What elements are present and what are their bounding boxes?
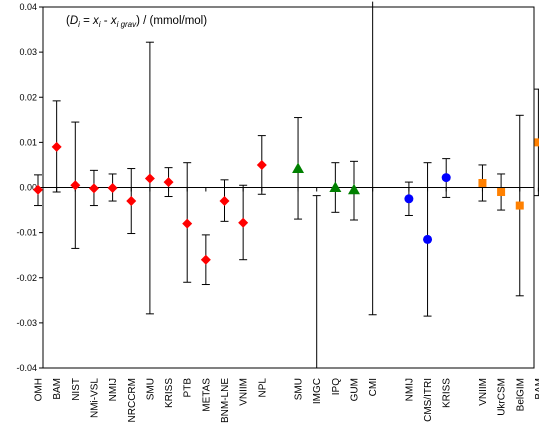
- data-point-circle: [404, 194, 414, 204]
- data-point-diamond: [200, 254, 211, 265]
- y-tick-label: 0.02: [19, 92, 37, 102]
- category-label: BelGIM: [515, 378, 526, 411]
- category-label: NMi-VSL: [89, 378, 100, 418]
- category-label: METAS: [201, 378, 212, 412]
- data-point-square: [497, 188, 506, 197]
- category-label: BNM-LNE: [220, 378, 231, 423]
- category-label: UkrCSM: [497, 378, 508, 416]
- y-tick-label: 0.03: [19, 47, 37, 57]
- category-label: KRISS: [442, 378, 453, 408]
- chart-marks: [33, 1, 539, 368]
- category-labels: OMH BAM NIST NMi-VSL NMIJ NRCCRM SMU KRISS PTB ME…: [34, 378, 539, 423]
- data-point-circle: [423, 234, 433, 244]
- data-point-triangle: [292, 162, 305, 174]
- category-label: NPL: [257, 378, 268, 398]
- data-point-diamond: [163, 177, 174, 188]
- data-point-diamond: [182, 218, 193, 229]
- data-point-diamond: [144, 173, 155, 184]
- category-label: SMU: [145, 378, 156, 400]
- category-label: NRCCRM: [127, 378, 138, 422]
- category-label: PTB: [183, 378, 194, 398]
- data-point-square: [515, 201, 524, 210]
- category-label: CMS/ITRI: [423, 378, 434, 422]
- data-point-triangle: [348, 183, 360, 195]
- category-label: NMIJ: [108, 378, 119, 401]
- category-label: IMGC: [312, 378, 323, 404]
- category-label: VNIIM: [239, 378, 250, 406]
- data-point-triangle: [329, 181, 342, 192]
- data-point-diamond: [238, 217, 249, 228]
- y-tick-label: 0.01: [19, 137, 37, 147]
- category-label: NIST: [71, 378, 82, 401]
- y-tick-label: 0.00: [19, 183, 37, 193]
- data-point-diamond: [88, 183, 99, 194]
- data-point-square: [534, 138, 539, 147]
- data-point-diamond: [107, 182, 118, 193]
- category-label: SMU: [294, 378, 305, 400]
- data-point-square: [478, 178, 487, 187]
- data-point-diamond: [256, 159, 267, 170]
- data-point-diamond: [219, 196, 230, 207]
- data-point-diamond: [51, 141, 62, 152]
- category-label: IPQ: [331, 378, 342, 395]
- category-label: CMI: [368, 378, 379, 396]
- category-label: KRISS: [164, 378, 175, 408]
- y-tick-label: -0.01: [16, 228, 37, 238]
- y-axis-title: (Di = xi - xi grav) / (mmol/mol): [66, 15, 207, 29]
- y-axis: -0.04 -0.03 -0.02 -0.01 0.00 0.01 0.02 0.03 0.04: [16, 2, 43, 373]
- category-label: OMH: [34, 378, 45, 401]
- data-point-diamond: [33, 184, 43, 195]
- data-point-diamond: [126, 196, 137, 207]
- y-tick-label: 0.04: [19, 2, 37, 12]
- data-point-diamond: [70, 180, 81, 191]
- y-tick-label: -0.02: [16, 273, 37, 283]
- category-label: VNIIM: [478, 378, 489, 406]
- y-tick-label: -0.04: [16, 363, 37, 373]
- category-label: NMIJ: [404, 378, 415, 401]
- data-point-circle: [441, 173, 451, 183]
- category-label: BAM: [534, 378, 539, 400]
- category-label: GUM: [350, 378, 361, 401]
- category-label: BAM: [52, 378, 63, 400]
- y-tick-label: -0.03: [16, 318, 37, 328]
